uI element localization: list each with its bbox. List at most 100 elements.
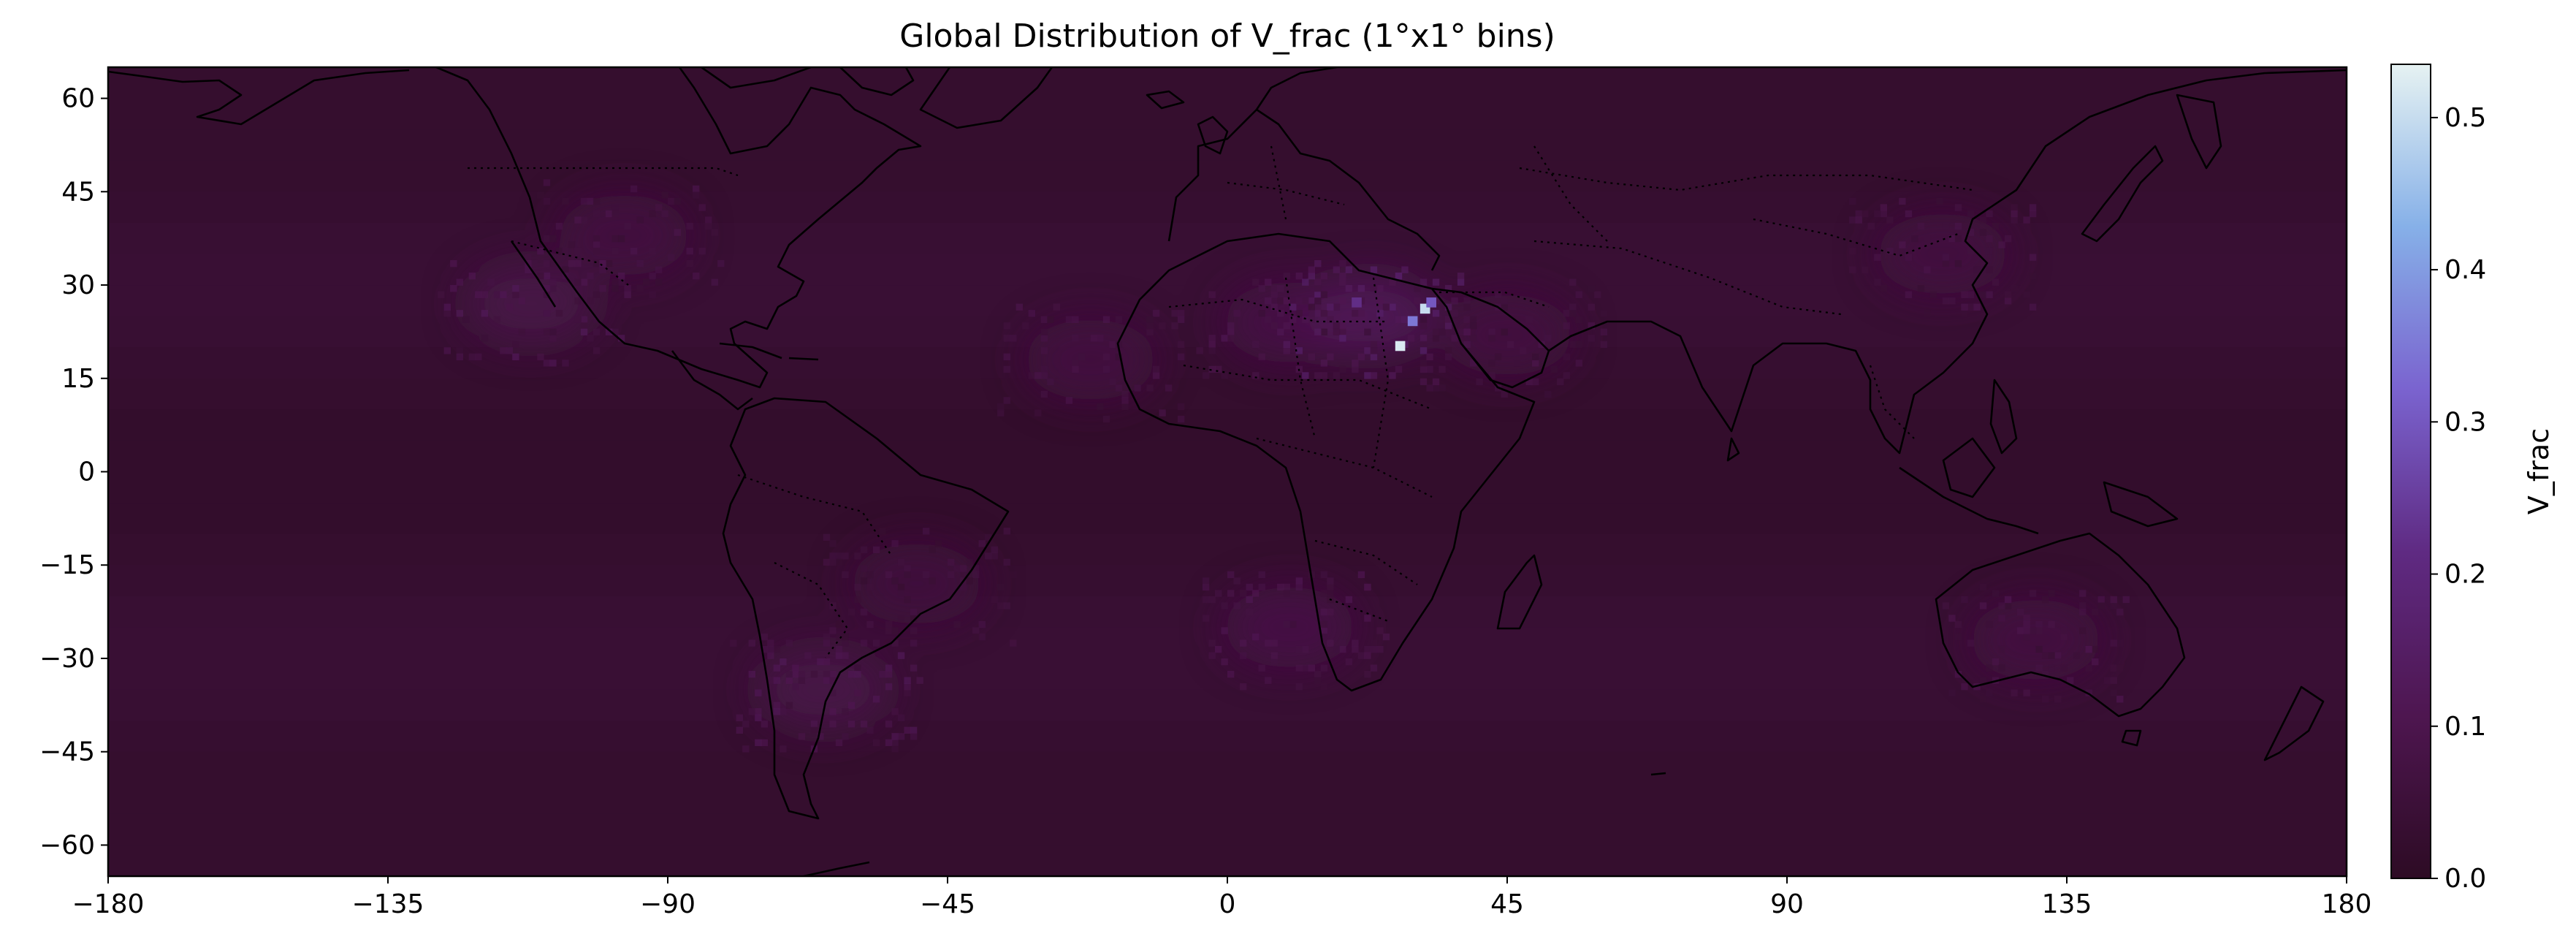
speckle-cell	[1979, 696, 1987, 703]
speckle-cell	[506, 347, 514, 354]
speckle-cell	[829, 540, 837, 547]
border-africa-5	[1284, 277, 1316, 439]
coast-north-america	[435, 67, 922, 389]
speckle-cell	[1227, 322, 1235, 330]
speckle-cell	[1986, 620, 1993, 628]
speckle-cell	[698, 204, 706, 211]
speckle-cell	[1389, 303, 1396, 311]
speckle-cell	[1954, 222, 1962, 230]
speckle-cell	[555, 310, 563, 317]
speckle-cell	[1382, 633, 1390, 641]
speckle-cell	[1364, 328, 1371, 336]
speckle-cell	[1979, 602, 1987, 609]
speckle-cell	[885, 739, 893, 747]
speckle-cell	[2073, 652, 2080, 659]
speckle-cell	[829, 708, 837, 715]
speckle-cell	[1855, 210, 1862, 218]
speckle-cell	[1072, 365, 1079, 373]
speckle-cell	[592, 247, 601, 255]
coast-kerguelen	[1650, 772, 1666, 776]
map-area	[108, 67, 2347, 876]
speckle-cell	[630, 247, 638, 255]
y-tick-label: −15	[39, 550, 95, 580]
speckle-cell	[885, 571, 893, 579]
x-tick-label: −135	[352, 889, 424, 919]
speckle-cell	[897, 652, 905, 659]
speckle-cell	[2011, 689, 2018, 696]
speckle-cell	[1370, 266, 1378, 273]
speckle-cell	[978, 620, 986, 628]
speckle-cell	[1240, 639, 1247, 647]
speckle-cell	[1072, 360, 1079, 367]
colorbar-tick-label: 0.3	[2444, 407, 2486, 437]
speckle-cell	[1327, 639, 1334, 647]
speckle-cell	[1320, 608, 1328, 616]
speckle-cell	[1308, 303, 1316, 311]
speckle-cell	[456, 310, 463, 317]
speckle-cell	[668, 254, 675, 261]
speckle-cell	[860, 565, 868, 572]
speckle-cell	[1065, 316, 1073, 323]
speckle-cell	[1308, 297, 1316, 305]
speckle-cell	[1233, 577, 1241, 585]
speckle-cell	[1998, 664, 2005, 672]
speckle-cell	[1967, 303, 1975, 311]
speckle-cell	[891, 639, 899, 647]
speckle-cell	[1420, 316, 1428, 323]
speckle-cell	[1146, 316, 1154, 323]
speckle-cell	[904, 683, 911, 691]
speckle-cell	[1936, 197, 1943, 205]
speckle-cell	[1177, 341, 1185, 349]
speckle-cell	[1432, 310, 1440, 317]
speckle-cell	[2110, 596, 2117, 604]
speckle-cell	[1214, 645, 1222, 653]
speckle-cell	[1034, 409, 1042, 417]
latitude-band	[108, 689, 2347, 722]
speckle-cell	[1463, 297, 1471, 305]
speckle-cell	[904, 726, 911, 734]
speckle-cell	[842, 552, 849, 560]
speckle-cell	[897, 558, 905, 566]
speckle-cell	[1171, 322, 1178, 330]
speckle-cell	[2023, 633, 2030, 641]
speckle-cell	[904, 689, 911, 696]
speckle-cell	[1905, 291, 1913, 298]
speckle-cell	[500, 291, 507, 298]
speckle-cell	[1961, 303, 1968, 311]
speckle-cell	[1998, 615, 2005, 622]
speckle-cell	[543, 179, 551, 186]
coast-arctic-islands	[701, 67, 812, 89]
speckle-cell	[910, 639, 918, 647]
speckle-cell	[1588, 322, 1596, 330]
speckle-cell	[1345, 266, 1353, 273]
speckle-cell	[2004, 297, 2012, 305]
speckle-cell	[599, 266, 606, 273]
speckle-cell	[1364, 670, 1371, 678]
speckle-cell	[1270, 285, 1278, 292]
border-us-canada	[468, 167, 739, 177]
speckle-cell	[2048, 664, 2055, 672]
speckle-cell	[1979, 291, 1987, 298]
speckle-cell	[2004, 596, 2012, 604]
speckle-cell	[611, 278, 619, 286]
speckle-cell	[897, 714, 905, 721]
speckle-cell	[512, 291, 519, 298]
speckle-cell	[711, 229, 718, 236]
speckle-cell	[773, 702, 781, 709]
speckle-cell	[1277, 583, 1284, 591]
speckle-cell	[1314, 278, 1322, 286]
x-tick-label: −45	[920, 889, 975, 919]
speckle-cell	[543, 328, 551, 336]
speckle-cell	[1861, 210, 1869, 218]
coast-new-zealand	[2263, 685, 2325, 761]
speckle-cell	[624, 222, 631, 230]
speckle-cell	[1961, 677, 1968, 684]
speckle-cell	[897, 615, 905, 622]
speckle-cell	[525, 266, 532, 273]
speckle-cell	[1376, 285, 1384, 292]
hotspot	[465, 263, 597, 344]
speckle-cell	[537, 247, 544, 255]
speckle-cell	[1986, 210, 1993, 218]
speckle-cell	[1314, 291, 1322, 298]
speckle-cell	[1295, 347, 1303, 354]
